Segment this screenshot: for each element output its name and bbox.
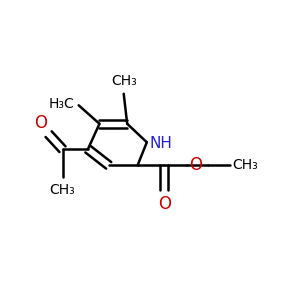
Text: O: O: [34, 114, 47, 132]
Text: O: O: [190, 156, 202, 174]
Text: CH₃: CH₃: [232, 158, 258, 172]
Text: H₃C: H₃C: [48, 97, 74, 111]
Text: CH₃: CH₃: [50, 183, 75, 197]
Text: NH: NH: [149, 136, 172, 151]
Text: CH₃: CH₃: [111, 74, 136, 88]
Text: O: O: [158, 195, 171, 213]
